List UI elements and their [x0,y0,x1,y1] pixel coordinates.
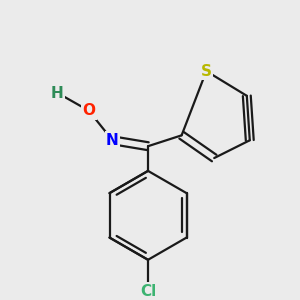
Text: H: H [51,86,64,101]
Text: S: S [201,64,212,79]
Text: N: N [106,133,119,148]
Text: Cl: Cl [140,284,156,299]
Text: O: O [82,103,95,118]
